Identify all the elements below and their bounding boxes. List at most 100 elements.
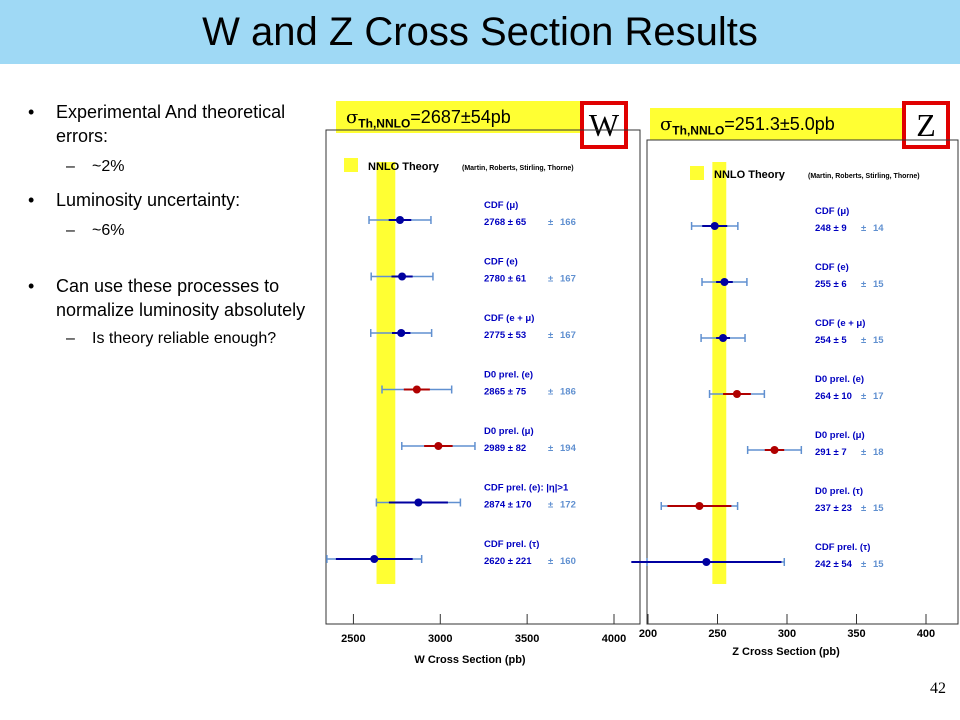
z-legend-swatch — [690, 166, 704, 180]
z-sigma-subscript: Th,NNLO — [672, 123, 725, 138]
z-meas-name-0: CDF (μ) — [815, 206, 849, 217]
z-tick-label-3: 350 — [847, 628, 865, 640]
z-tick-label-2: 300 — [778, 628, 796, 640]
w-meas-syst-4: 194 — [560, 443, 577, 454]
z-meas-syst-2: 15 — [873, 335, 884, 346]
w-meas-name-5: CDF prel. (e): |η|>1 — [484, 483, 569, 494]
z-meas-syst-5: 15 — [873, 503, 884, 514]
slide-number: 42 — [930, 680, 946, 697]
z-meas-name-3: D0 prel. (e) — [815, 374, 864, 385]
sub-bullet-theory-text: Is theory reliable enough? — [92, 330, 277, 347]
z-legend-label: NNLO Theory — [714, 169, 786, 181]
z-point-4 — [770, 446, 779, 454]
w-meas-stat-1: 2780 ± 61 — [484, 274, 527, 285]
z-meas-syst-4: 18 — [873, 447, 884, 458]
bullet-normalize: Can use these processes to normalize lum… — [28, 274, 318, 322]
w-point-4 — [434, 442, 443, 450]
z-point-3 — [732, 390, 741, 398]
w-meas-syst-3: 186 — [560, 387, 576, 398]
w-meas-stat-6: 2620 ± 221 — [484, 556, 532, 567]
sub-bullet-luminosity-text: ~6% — [92, 222, 125, 239]
w-meas-stat-5: 2874 ± 170 — [484, 500, 531, 511]
z-meas-syst-sep-6: ± — [861, 559, 866, 570]
w-label-box: W — [580, 101, 628, 149]
z-meas-syst-sep-5: ± — [861, 503, 866, 514]
z-meas-syst-sep-4: ± — [861, 447, 866, 458]
z-theory-band — [712, 162, 727, 584]
w-point-6 — [370, 555, 379, 563]
z-meas-stat-5: 237 ± 23 — [815, 503, 852, 514]
bullet-errors: Experimental And theoretical errors: — [28, 100, 318, 148]
z-meas-stat-3: 264 ± 10 — [815, 391, 852, 402]
w-meas-name-0: CDF (μ) — [484, 200, 518, 211]
z-meas-name-2: CDF (e + μ) — [815, 318, 865, 329]
w-meas-syst-1: 167 — [560, 274, 576, 285]
z-plot-frame — [646, 139, 959, 625]
sub-bullet-errors-text: ~2% — [92, 158, 125, 175]
w-plot-frame — [325, 129, 641, 625]
z-meas-stat-4: 291 ± 7 — [815, 447, 847, 458]
z-meas-syst-sep-2: ± — [861, 335, 866, 346]
w-meas-syst-sep-2: ± — [548, 330, 553, 341]
w-meas-name-1: CDF (e) — [484, 257, 518, 268]
w-meas-syst-sep-5: ± — [548, 500, 553, 511]
z-meas-name-1: CDF (e) — [815, 262, 849, 273]
w-meas-syst-sep-4: ± — [548, 443, 553, 454]
z-legend-authors: (Martin, Roberts, Stirling, Thorne) — [808, 173, 920, 180]
z-point-2 — [719, 334, 728, 342]
z-meas-syst-sep-3: ± — [861, 391, 866, 402]
w-meas-syst-sep-0: ± — [548, 217, 553, 228]
z-tick-label-1: 250 — [708, 628, 726, 640]
w-sigma-subscript: Th,NNLO — [358, 116, 411, 131]
z-meas-syst-sep-1: ± — [861, 279, 866, 290]
w-tick-label-1: 3000 — [428, 633, 452, 645]
sub-bullet-errors: – ~2% — [66, 158, 125, 175]
w-point-0 — [395, 216, 404, 224]
z-meas-stat-1: 255 ± 6 — [815, 279, 847, 290]
slide-title: W and Z Cross Section Results — [202, 10, 758, 54]
w-meas-syst-sep-6: ± — [548, 556, 553, 567]
w-theory-callout: σTh,NNLO=2687±54pb — [336, 101, 582, 133]
z-x-axis-label: Z Cross Section (pb) — [732, 646, 840, 658]
z-meas-name-4: D0 prel. (μ) — [815, 430, 865, 441]
z-meas-stat-2: 254 ± 5 — [815, 335, 847, 346]
w-meas-name-6: CDF prel. (τ) — [484, 539, 539, 550]
w-point-5 — [414, 498, 423, 507]
sub-bullet-luminosity: – ~6% — [66, 222, 125, 239]
z-tick-label-4: 400 — [917, 628, 935, 640]
w-sigma-symbol: σ — [346, 107, 359, 128]
z-point-5 — [695, 502, 704, 510]
w-meas-syst-2: 167 — [560, 330, 576, 341]
z-theory-callout: σTh,NNLO=251.3±5.0pb — [650, 108, 908, 140]
w-sigma-value: =2687±54pb — [410, 107, 511, 127]
w-x-axis-label: W Cross Section (pb) — [414, 654, 526, 666]
z-label-box: Z — [902, 101, 950, 149]
z-point-1 — [720, 278, 729, 286]
bullet-luminosity: Luminosity uncertainty: — [28, 188, 318, 212]
z-sigma-symbol: σ — [660, 114, 673, 135]
w-legend-swatch — [344, 158, 358, 172]
w-meas-syst-6: 160 — [560, 556, 576, 567]
w-meas-stat-4: 2989 ± 82 — [484, 443, 526, 454]
w-point-1 — [398, 272, 407, 281]
z-meas-syst-6: 15 — [873, 559, 884, 570]
z-meas-name-5: D0 prel. (τ) — [815, 486, 863, 497]
z-meas-syst-1: 15 — [873, 279, 884, 290]
z-meas-syst-0: 14 — [873, 223, 884, 234]
z-point-6 — [702, 558, 711, 566]
sub-bullet-theory: – Is theory reliable enough? — [66, 330, 277, 347]
z-meas-syst-sep-0: ± — [861, 223, 866, 234]
z-meas-stat-0: 248 ± 9 — [815, 223, 847, 234]
w-meas-syst-sep-1: ± — [548, 274, 553, 285]
bullet-list: Experimental And theoretical errors: –~2… — [28, 100, 318, 350]
w-tick-label-0: 2500 — [341, 633, 365, 645]
w-legend-authors: (Martin, Roberts, Stirling, Thorne) — [462, 165, 574, 172]
w-meas-syst-0: 166 — [560, 217, 576, 228]
w-meas-stat-3: 2865 ± 75 — [484, 387, 527, 398]
z-meas-name-6: CDF prel. (τ) — [815, 542, 870, 553]
w-legend-label: NNLO Theory — [368, 161, 440, 173]
z-point-0 — [710, 222, 719, 230]
w-meas-syst-5: 172 — [560, 500, 576, 511]
w-theory-band — [376, 162, 396, 584]
z-meas-stat-6: 242 ± 54 — [815, 559, 853, 570]
